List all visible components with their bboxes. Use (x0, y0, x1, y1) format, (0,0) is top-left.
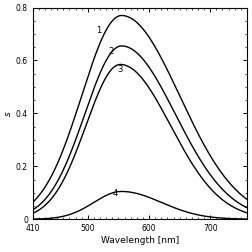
X-axis label: Wavelength [nm]: Wavelength [nm] (101, 236, 179, 245)
Text: 4: 4 (113, 189, 118, 198)
Text: 2: 2 (108, 47, 114, 56)
Text: 1: 1 (96, 25, 102, 35)
Y-axis label: s: s (4, 111, 13, 116)
Text: 3: 3 (117, 65, 122, 74)
